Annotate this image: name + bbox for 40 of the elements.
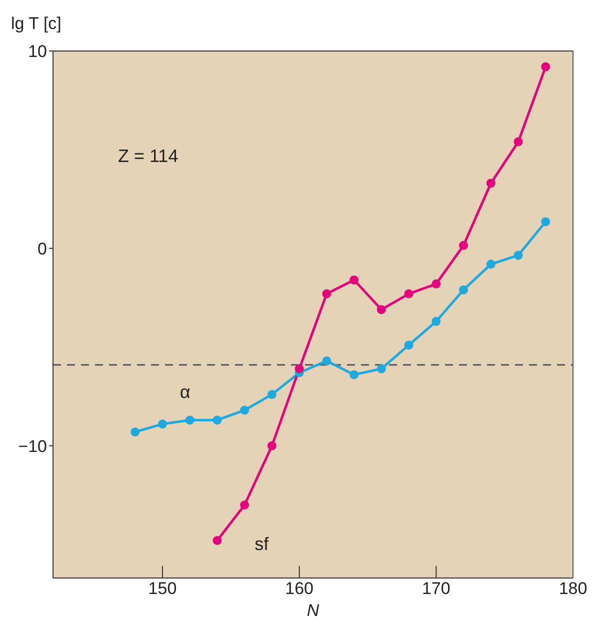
point — [185, 416, 194, 425]
point — [541, 62, 550, 72]
y-tick-label: 10 — [28, 42, 47, 62]
point — [514, 137, 523, 146]
point — [350, 275, 359, 284]
point — [212, 536, 222, 545]
point — [432, 316, 441, 326]
x-tick-label: 180 — [558, 579, 588, 598]
series-label: sf — [254, 534, 270, 554]
point — [541, 217, 550, 226]
x-axis-title: N — [306, 601, 320, 620]
x-tick-label: 170 — [422, 579, 450, 598]
point — [240, 500, 250, 510]
point — [514, 250, 523, 260]
point — [404, 340, 414, 350]
point — [130, 427, 140, 436]
point — [267, 390, 276, 399]
series-label: α — [180, 382, 190, 402]
point — [158, 420, 167, 429]
point — [376, 364, 386, 374]
point — [376, 305, 386, 314]
y-tick-label: 0 — [38, 239, 47, 258]
x-tick-label: 160 — [285, 579, 314, 598]
point — [294, 364, 304, 374]
point — [240, 406, 250, 415]
x-tick-label: 150 — [148, 579, 177, 598]
annotation: Z = 114 — [118, 146, 178, 167]
point — [486, 260, 496, 269]
point — [322, 356, 332, 366]
point — [459, 285, 468, 294]
y-axis-title: lg T [c] — [11, 14, 62, 33]
y-tick-label: −10 — [18, 436, 47, 456]
point — [404, 289, 414, 298]
point — [432, 279, 441, 288]
point — [486, 178, 496, 188]
point — [322, 289, 332, 298]
point — [267, 441, 276, 450]
point — [212, 416, 222, 425]
point — [350, 370, 359, 380]
point — [459, 240, 468, 250]
